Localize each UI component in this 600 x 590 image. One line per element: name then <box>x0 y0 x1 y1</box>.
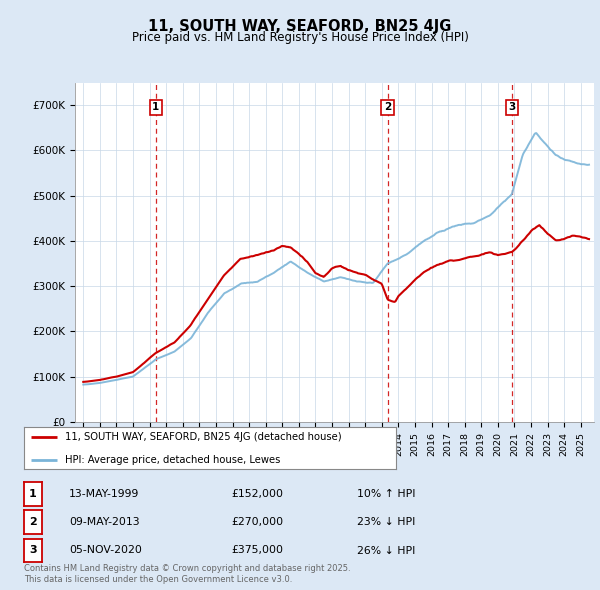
Text: £375,000: £375,000 <box>231 546 283 555</box>
Text: 1: 1 <box>29 489 37 499</box>
Text: 10% ↑ HPI: 10% ↑ HPI <box>357 489 415 499</box>
Text: 23% ↓ HPI: 23% ↓ HPI <box>357 517 415 527</box>
Text: 26% ↓ HPI: 26% ↓ HPI <box>357 546 415 555</box>
Text: Contains HM Land Registry data © Crown copyright and database right 2025.: Contains HM Land Registry data © Crown c… <box>24 565 350 573</box>
Text: 13-MAY-1999: 13-MAY-1999 <box>69 489 139 499</box>
Text: Price paid vs. HM Land Registry's House Price Index (HPI): Price paid vs. HM Land Registry's House … <box>131 31 469 44</box>
Text: £152,000: £152,000 <box>231 489 283 499</box>
Text: 2: 2 <box>384 103 391 113</box>
Text: 09-MAY-2013: 09-MAY-2013 <box>69 517 140 527</box>
Text: £270,000: £270,000 <box>231 517 283 527</box>
Text: 3: 3 <box>29 546 37 555</box>
Text: 05-NOV-2020: 05-NOV-2020 <box>69 546 142 555</box>
Text: 2: 2 <box>29 517 37 527</box>
Text: 11, SOUTH WAY, SEAFORD, BN25 4JG (detached house): 11, SOUTH WAY, SEAFORD, BN25 4JG (detach… <box>65 432 341 442</box>
Text: This data is licensed under the Open Government Licence v3.0.: This data is licensed under the Open Gov… <box>24 575 292 584</box>
Text: HPI: Average price, detached house, Lewes: HPI: Average price, detached house, Lewe… <box>65 455 280 465</box>
Text: 11, SOUTH WAY, SEAFORD, BN25 4JG: 11, SOUTH WAY, SEAFORD, BN25 4JG <box>148 19 452 34</box>
Text: 3: 3 <box>508 103 515 113</box>
Text: 1: 1 <box>152 103 160 113</box>
